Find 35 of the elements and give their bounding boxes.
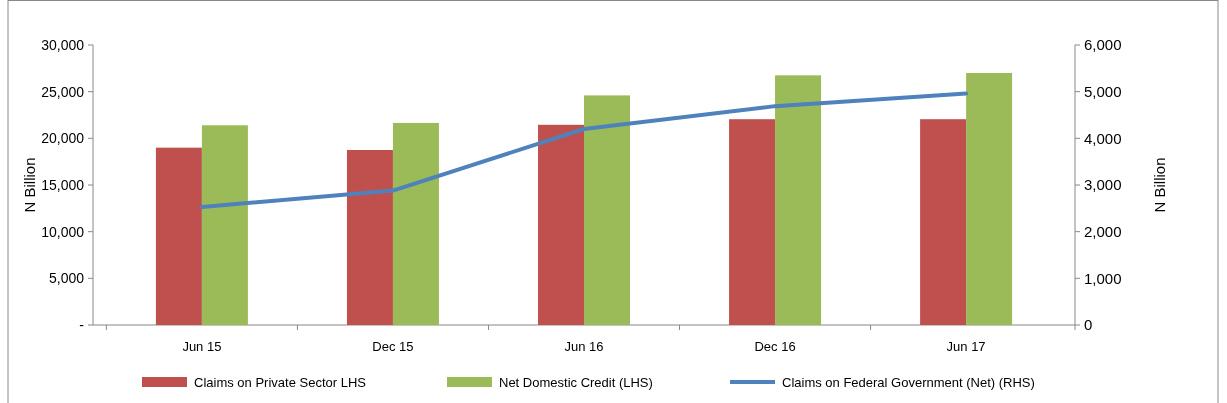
bar — [155, 147, 202, 325]
y-axis-title: N Billion — [21, 157, 38, 213]
y2-tick-label: 1,000 — [1084, 269, 1122, 287]
bar — [584, 95, 630, 325]
x-tick-label: Jun 16 — [564, 339, 604, 354]
y2-tick-label: 0 — [1084, 316, 1093, 334]
y-tick-label: 15,000 — [41, 176, 85, 193]
x-tick-label: Jun 17 — [946, 339, 986, 354]
y2-tick-label: 4,000 — [1084, 129, 1122, 147]
y2-tick-label: 2,000 — [1084, 222, 1122, 240]
bar — [392, 122, 439, 325]
y-tick-label: 30,000 — [41, 36, 85, 53]
bar — [729, 119, 776, 325]
x-tick-label: Jun 15 — [182, 339, 222, 354]
y-tick-label: - — [79, 316, 85, 333]
y-tick-label: 20,000 — [41, 130, 85, 147]
bar — [346, 150, 393, 325]
legend-label: Net Domestic Credit (LHS) — [499, 374, 653, 390]
x-tick-label: Dec 15 — [372, 339, 414, 354]
y-tick-label: 10,000 — [41, 223, 85, 240]
y2-tick-label: 3,000 — [1084, 176, 1122, 194]
bar — [538, 124, 584, 325]
y-tick-label: 5,000 — [48, 270, 85, 287]
legend-label: Claims on Private Sector LHS — [194, 374, 367, 390]
bar — [920, 119, 967, 325]
y-tick-label: 25,000 — [41, 83, 85, 100]
bar — [966, 73, 1013, 325]
legend-label: Claims on Federal Government (Net) (RHS) — [782, 374, 1035, 390]
y2-tick-label: 6,000 — [1084, 36, 1122, 54]
line-series — [199, 91, 969, 209]
y2-tick-label: 5,000 — [1084, 82, 1122, 100]
x-tick-label: Dec 16 — [754, 339, 796, 354]
bar — [775, 75, 822, 325]
y2-axis-title: N Billion — [1151, 157, 1168, 213]
bar — [201, 125, 248, 325]
